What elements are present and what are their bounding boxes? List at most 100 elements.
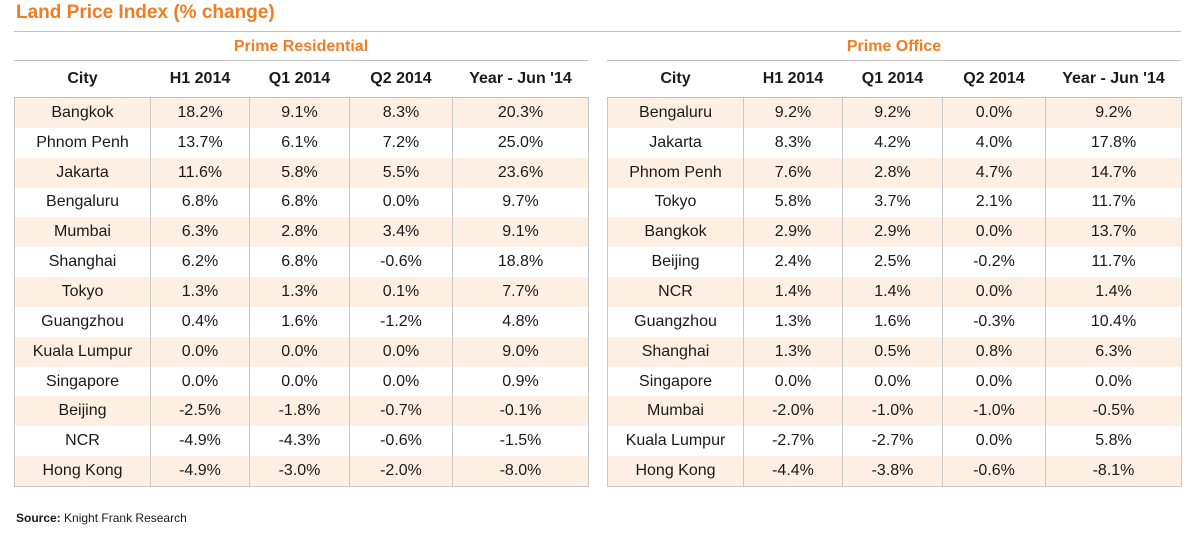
city-cell: NCR [14,426,151,457]
value-cell: -3.8% [842,456,943,487]
table-row: Jakarta 11.6% 5.8% 5.5% 23.6% [14,157,589,188]
table-row: Hong Kong -4.4% -3.8% -0.6% -8.1% [607,456,1182,487]
value-cell: 8.3% [349,97,453,128]
value-cell: 7.7% [452,277,589,307]
residential-panel: Prime Residential City H1 2014 Q1 2014 Q2 2… [14,36,589,487]
value-cell: -4.3% [249,426,350,457]
city-cell: Singapore [607,366,744,397]
value-cell: 2.5% [842,247,943,278]
city-cell: Guangzhou [14,306,151,337]
value-cell: 6.1% [249,127,350,158]
table-row: Bangkok 2.9% 2.9% 0.0% 13.7% [607,217,1182,248]
value-cell: 5.8% [1045,426,1182,457]
value-cell: 9.7% [452,187,589,218]
office-panel: Prime Office City H1 2014 Q1 2014 Q2 2014 Ye… [607,36,1182,487]
value-cell: 14.7% [1045,157,1182,188]
table-row: Mumbai 6.3% 2.8% 3.4% 9.1% [14,217,589,248]
value-cell: 17.8% [1045,127,1182,158]
value-cell: 0.0% [842,366,943,397]
source-label: Source: [16,511,61,525]
value-cell: 1.4% [1045,277,1182,307]
value-cell: 1.4% [842,277,943,307]
value-cell: 0.0% [349,366,453,397]
city-cell: Shanghai [14,247,151,278]
value-cell: -0.6% [349,247,453,278]
table-row: Bangkok 18.2% 9.1% 8.3% 20.3% [14,97,589,128]
column-header: H1 2014 [743,61,843,98]
city-cell: Bangkok [14,97,151,128]
column-header: City [14,61,151,98]
table-row: Beijing -2.5% -1.8% -0.7% -0.1% [14,396,589,427]
value-cell: 2.8% [842,157,943,188]
value-cell: 13.7% [150,127,250,158]
value-cell: 0.0% [150,336,250,367]
value-cell: -2.7% [842,426,943,457]
city-cell: Kuala Lumpur [14,336,151,367]
value-cell: 18.2% [150,97,250,128]
value-cell: 0.0% [349,187,453,218]
table-row: Bengaluru 9.2% 9.2% 0.0% 9.2% [607,97,1182,128]
value-cell: 0.9% [452,366,589,397]
column-header: Q1 2014 [842,61,943,98]
table-row: Shanghai 1.3% 0.5% 0.8% 6.3% [607,336,1182,367]
value-cell: 8.3% [743,127,843,158]
value-cell: 2.4% [743,247,843,278]
value-cell: 0.0% [743,366,843,397]
city-cell: Bengaluru [607,97,744,128]
table-row: Phnom Penh 13.7% 6.1% 7.2% 25.0% [14,127,589,158]
value-cell: -1.8% [249,396,350,427]
city-cell: NCR [607,277,744,307]
city-cell: Beijing [14,396,151,427]
value-cell: 0.0% [150,366,250,397]
value-cell: 1.6% [249,306,350,337]
value-cell: -1.5% [452,426,589,457]
value-cell: 20.3% [452,97,589,128]
city-cell: Bangkok [607,217,744,248]
value-cell: -0.7% [349,396,453,427]
city-cell: Jakarta [14,157,151,188]
value-cell: 9.2% [842,97,943,128]
value-cell: 6.3% [150,217,250,248]
value-cell: 6.8% [150,187,250,218]
table-row: Kuala Lumpur -2.7% -2.7% 0.0% 5.8% [607,426,1182,457]
value-cell: 0.0% [942,366,1046,397]
value-cell: 1.4% [743,277,843,307]
value-cell: 11.7% [1045,247,1182,278]
value-cell: -8.1% [1045,456,1182,487]
city-cell: Shanghai [607,336,744,367]
value-cell: 6.8% [249,187,350,218]
value-cell: 18.8% [452,247,589,278]
value-cell: 9.2% [743,97,843,128]
city-cell: Jakarta [607,127,744,158]
value-cell: 0.0% [942,426,1046,457]
value-cell: 1.3% [743,306,843,337]
value-cell: -2.7% [743,426,843,457]
table-row: Bengaluru 6.8% 6.8% 0.0% 9.7% [14,187,589,218]
value-cell: 0.4% [150,306,250,337]
table-row: Beijing 2.4% 2.5% -0.2% 11.7% [607,247,1182,278]
table-row: Tokyo 1.3% 1.3% 0.1% 7.7% [14,277,589,307]
city-cell: Guangzhou [607,306,744,337]
value-cell: 10.4% [1045,306,1182,337]
value-cell: 6.8% [249,247,350,278]
value-cell: -3.0% [249,456,350,487]
chart-title: Land Price Index (% change) [16,2,275,23]
value-cell: 6.3% [1045,336,1182,367]
value-cell: 7.2% [349,127,453,158]
value-cell: -1.0% [942,396,1046,427]
table-row: NCR 1.4% 1.4% 0.0% 1.4% [607,277,1182,307]
value-cell: 3.7% [842,187,943,218]
table-row: Kuala Lumpur 0.0% 0.0% 0.0% 9.0% [14,336,589,367]
value-cell: 0.0% [942,277,1046,307]
value-cell: 1.3% [150,277,250,307]
value-cell: 0.1% [349,277,453,307]
table-row: Mumbai -2.0% -1.0% -1.0% -0.5% [607,396,1182,427]
value-cell: 2.1% [942,187,1046,218]
value-cell: -4.9% [150,456,250,487]
value-cell: 4.8% [452,306,589,337]
column-header: H1 2014 [150,61,250,98]
value-cell: 0.0% [249,366,350,397]
city-cell: Phnom Penh [607,157,744,188]
office-table: City H1 2014 Q1 2014 Q2 2014 Year - Jun '14 … [607,61,1182,487]
value-cell: 2.9% [842,217,943,248]
